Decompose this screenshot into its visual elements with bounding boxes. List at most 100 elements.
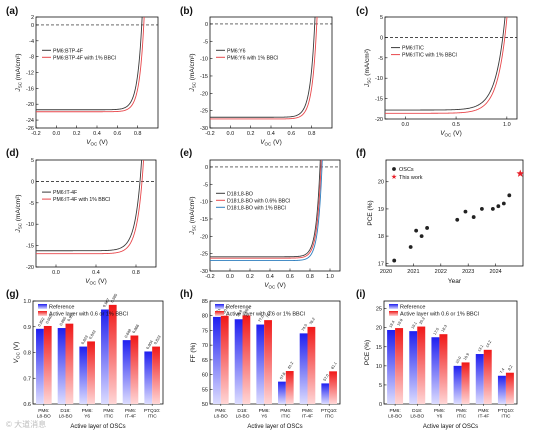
y-tick-label: 0.9: [23, 325, 31, 331]
y-tick-label: 17: [378, 261, 384, 267]
bar-value-label: 0.848: [124, 328, 132, 338]
y-tick-label: -5: [203, 182, 208, 188]
bar-reference-5: [321, 383, 330, 404]
data-point: [501, 201, 506, 206]
y-tick-label: 75: [202, 328, 208, 334]
plot-frame: [385, 159, 524, 267]
bar-value-label: 0.903: [45, 314, 53, 324]
y-tick-label: 80: [202, 314, 208, 320]
category-label-1-b: L8-BO: [410, 414, 424, 420]
y-tick-label: -5: [29, 201, 34, 207]
y-tick-label: 10: [376, 364, 382, 370]
x-axis-label: Year: [448, 278, 462, 285]
y-tick-label: -20: [26, 265, 34, 271]
category-label-0: PM6:: [38, 408, 49, 414]
y-tick-label: -25: [200, 252, 208, 258]
x-tick-label: 0.6: [286, 274, 294, 280]
x-tick-label: 2020: [380, 269, 392, 275]
y-tick-label: 0: [31, 23, 34, 29]
panel-label-d: (d): [6, 148, 19, 159]
x-tick-label: 0.8: [306, 274, 314, 280]
series-line-1: [210, 160, 322, 259]
legend-label-0: PM6:IT-4F: [53, 190, 77, 196]
bar-value-label: 10.9: [463, 353, 470, 361]
category-label-2-b: Y6: [436, 414, 442, 420]
bar-bbcl-1: [242, 315, 251, 404]
x-tick-label: 0.2: [73, 131, 81, 137]
legend-swatch-1: [38, 311, 47, 316]
series-line-1: [385, 17, 508, 114]
bar-reference-2: [79, 346, 88, 404]
legend-label-1: D18:L8-BO with 0.6% BBCl: [227, 198, 290, 204]
bar-bbcl-5: [329, 371, 337, 404]
x-tick-label: 1.0: [503, 122, 511, 128]
bar-bbcl-2: [439, 334, 448, 404]
bar-bbcl-1: [417, 326, 426, 404]
data-point: [425, 226, 429, 230]
y-axis-label: PCE (%): [367, 200, 374, 225]
category-label-4: PM6:: [302, 408, 313, 414]
data-point: [414, 228, 419, 233]
category-label-5-b: ITIC: [148, 414, 158, 420]
y-tick-label: -30: [200, 126, 208, 132]
x-tick-label: -0.2: [31, 131, 40, 137]
category-label-3: PM6:: [456, 408, 467, 414]
legend-label-0: Reference: [226, 305, 251, 311]
category-label-0-b: L8-BO: [388, 414, 402, 420]
x-tick-label: 0.4: [266, 274, 274, 280]
category-label-0: PM6:: [215, 408, 226, 414]
y-tick-label: 65: [202, 358, 208, 364]
y-tick-label: 60: [202, 373, 208, 379]
y-tick-label: -10: [375, 76, 383, 82]
y-tick-label: -30: [200, 269, 208, 275]
series-line-0: [210, 17, 316, 118]
y-tick-label: 15: [376, 345, 382, 351]
legend-swatch-1: ★: [391, 173, 397, 181]
y-tick-label: -12: [26, 71, 34, 77]
y-axis-label: JSC (mA/cm²): [15, 194, 23, 233]
bar-bbcl-3: [285, 371, 294, 404]
legend-label-1: Active layer with 0.6 or 1% BBCl: [226, 312, 305, 318]
bar-value-label: 74.0: [301, 323, 308, 331]
y-tick-label: -20: [375, 117, 383, 123]
y-tick-label: 18: [378, 234, 384, 240]
category-label-1-b: L8-BO: [236, 414, 250, 420]
panel-h: 505560657075808579.680.0PM6:L8-BO78.880.…: [190, 299, 341, 430]
y-tick-label: -20: [200, 91, 208, 97]
x-tick-label: 2022: [435, 269, 447, 275]
legend-label-1: PM6:ITIC with 1% BBCl: [402, 53, 457, 59]
y-tick-label: 0.7: [23, 376, 31, 382]
bar-reference-5: [497, 375, 506, 404]
y-axis-label: JSC (mA/cm²): [189, 53, 197, 92]
legend-swatch-1: [389, 311, 398, 316]
bar-value-label: 0.985: [110, 293, 118, 303]
y-axis-label: FF (%): [190, 343, 197, 363]
plot-frame: [383, 300, 518, 405]
y-tick-label: -5: [203, 39, 208, 45]
category-label-0-b: L8-BO: [37, 414, 51, 420]
y-tick-label: -15: [375, 97, 383, 103]
bar-value-label: 18.3: [441, 324, 448, 332]
legend-swatch-0: [38, 304, 47, 309]
bar-reference-1: [57, 328, 66, 404]
category-label-5: PTQ10:: [498, 408, 515, 414]
bar-bbcl-1: [65, 323, 74, 404]
bar-bbcl-2: [87, 341, 95, 404]
category-label-4: PM6:: [478, 408, 489, 414]
x-axis-label: VOC (V): [260, 139, 282, 147]
y-tick-label: 0.8: [23, 351, 31, 357]
series-line-0: [36, 160, 143, 252]
plot-frame: [209, 300, 341, 405]
panel-label-b: (b): [180, 6, 193, 17]
panel-label-h: (h): [180, 289, 193, 300]
y-tick-label: -25: [200, 109, 208, 115]
y-tick-label: -24: [26, 118, 34, 124]
category-label-3-b: ITIC: [104, 414, 114, 420]
panel-label-i: (i): [356, 289, 365, 300]
category-label-0-b: L8-BO: [214, 414, 228, 420]
category-label-0: PM6:: [389, 408, 400, 414]
y-tick-label: 20: [376, 326, 382, 332]
y-tick-label: -15: [200, 217, 208, 223]
bar-reference-2: [256, 324, 265, 404]
